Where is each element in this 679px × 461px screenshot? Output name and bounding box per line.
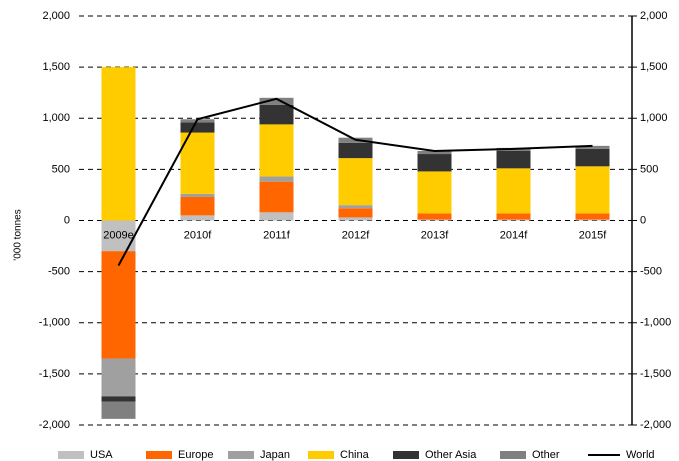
bar (101, 401, 136, 419)
y-tick-label: -500 (48, 266, 70, 278)
y-axis-label: '000 tonnes (13, 209, 24, 260)
bar (259, 181, 294, 213)
bar (259, 97, 294, 105)
bar (101, 251, 136, 359)
y2-tick-label: 500 (640, 163, 658, 175)
legend-label: World (626, 449, 655, 461)
legend-swatch (58, 451, 84, 459)
y2-tick-label: 2,000 (640, 10, 668, 22)
x-tick-label: 2010f (184, 229, 212, 241)
y2-tick-label: 1,500 (640, 61, 668, 73)
x-tick-label: 2011f (263, 229, 291, 241)
bar (575, 148, 610, 167)
y-tick-label: 1,500 (42, 61, 70, 73)
bar (496, 168, 531, 214)
bar (338, 158, 373, 206)
legend-swatch (228, 451, 254, 459)
legend-swatch (308, 451, 334, 459)
bar (496, 219, 531, 221)
bar (417, 171, 452, 214)
legend-label: Europe (178, 449, 213, 461)
y2-tick-label: 0 (640, 214, 646, 226)
x-tick-label: 2012f (342, 229, 370, 241)
bar (338, 217, 373, 221)
y-tick-label: 2,000 (42, 10, 70, 22)
bar (575, 145, 610, 149)
bar (180, 193, 215, 197)
x-tick-label: 2014f (500, 229, 528, 241)
bar (338, 142, 373, 159)
y-tick-label: -2,000 (39, 419, 70, 431)
bar (575, 213, 610, 220)
bar (496, 150, 531, 169)
bar (101, 358, 136, 397)
bar (575, 166, 610, 214)
y2-tick-label: -1,000 (640, 317, 671, 329)
bar (417, 154, 452, 172)
y-tick-label: 0 (64, 214, 70, 226)
x-tick-label: 2013f (421, 229, 449, 241)
legend-label: Japan (260, 449, 290, 461)
bar (417, 150, 452, 155)
bar (259, 124, 294, 177)
bar (101, 396, 136, 402)
y2-tick-label: -1,500 (640, 368, 671, 380)
bar (575, 219, 610, 221)
bar (101, 67, 136, 221)
legend-label: Other (532, 449, 560, 461)
bar (338, 205, 373, 209)
bar (417, 213, 452, 220)
bar (259, 212, 294, 221)
bar (338, 208, 373, 218)
bar (259, 104, 294, 125)
bar (417, 219, 452, 221)
legend-label: China (340, 449, 370, 461)
y2-tick-label: 1,000 (640, 112, 668, 124)
y-tick-label: -1,500 (39, 368, 70, 380)
legend-swatch (500, 451, 526, 459)
bar (180, 196, 215, 216)
y2-tick-label: -2,000 (640, 419, 671, 431)
legend-swatch (393, 451, 419, 459)
line (117, 97, 593, 266)
y-tick-label: -1,000 (39, 317, 70, 329)
y-tick-label: 500 (52, 163, 70, 175)
legend-label: USA (90, 449, 113, 461)
bar (180, 215, 215, 221)
x-tick-label: 2015f (579, 229, 607, 241)
bar (496, 213, 531, 220)
bar (180, 132, 215, 194)
legend-swatch (146, 451, 172, 459)
y-tick-label: 1,000 (42, 112, 70, 124)
bar (180, 122, 215, 133)
x-tick-label: 2009e (103, 229, 134, 241)
y2-tick-label: -500 (640, 266, 662, 278)
legend-label: Other Asia (425, 449, 477, 461)
bar (259, 176, 294, 182)
